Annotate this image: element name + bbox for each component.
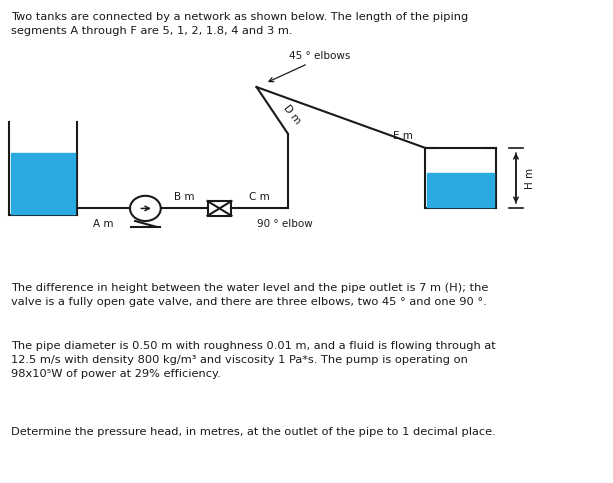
- Bar: [208, 201, 232, 216]
- Text: Determine the pressure head, in metres, at the outlet of the pipe to 1 decimal p: Determine the pressure head, in metres, …: [11, 427, 496, 438]
- Text: D m: D m: [281, 103, 303, 127]
- Text: The difference in height between the water level and the pipe outlet is 7 m (H);: The difference in height between the wat…: [11, 283, 489, 307]
- Text: The pipe diameter is 0.50 m with roughness 0.01 m, and a fluid is flowing throug: The pipe diameter is 0.50 m with roughne…: [11, 341, 496, 379]
- Text: 90 ° elbow: 90 ° elbow: [257, 219, 313, 228]
- Bar: [11, 153, 75, 213]
- Text: Two tanks are connected by a network as shown below. The length of the piping
se: Two tanks are connected by a network as …: [11, 12, 468, 36]
- Text: A m: A m: [93, 219, 114, 228]
- Text: H m: H m: [525, 168, 535, 189]
- Text: 45 ° elbows: 45 ° elbows: [289, 51, 350, 61]
- Text: B m: B m: [174, 192, 194, 202]
- Bar: [427, 173, 493, 207]
- Text: C m: C m: [249, 192, 270, 202]
- Text: E m: E m: [394, 131, 413, 141]
